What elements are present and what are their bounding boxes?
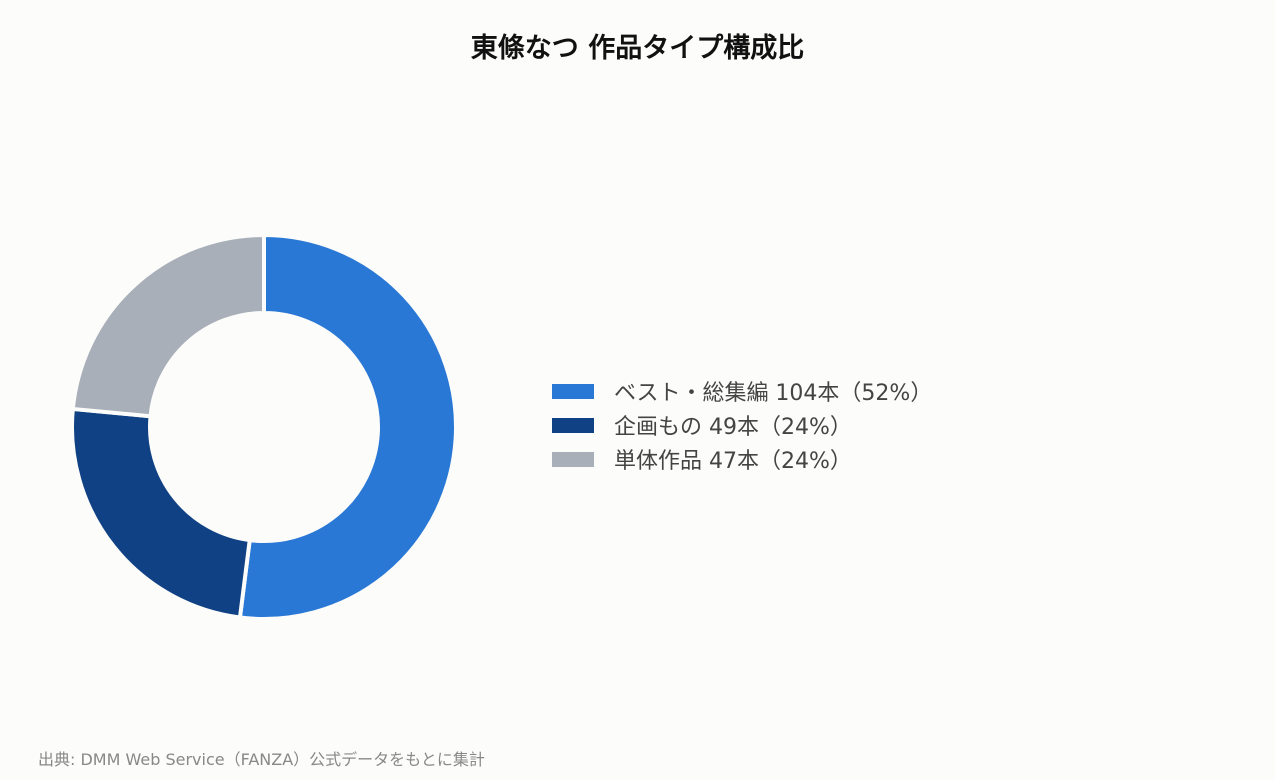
donut-slice-best [237, 232, 458, 621]
donut-slice-kikaku [70, 406, 252, 620]
legend-label-kikaku: 企画もの 49本（24%） [614, 415, 852, 440]
donut-slice-tantai [70, 232, 266, 419]
legend: ベスト・総集編 104本（52%） 企画もの 49本（24%） 単体作品 47本… [552, 374, 932, 476]
legend-item-best: ベスト・総集編 104本（52%） [552, 374, 932, 408]
legend-label-best: ベスト・総集編 104本（52%） [614, 381, 933, 406]
legend-item-kikaku: 企画もの 49本（24%） [552, 408, 932, 442]
source-note: 出典: DMM Web Service（FANZA）公式データをもとに集計 [38, 750, 485, 769]
legend-swatch-kikaku [552, 417, 594, 433]
donut-chart [70, 232, 458, 621]
legend-swatch-best [552, 383, 594, 399]
chart-title: 東條なつ 作品タイプ構成比 [470, 33, 805, 64]
legend-label-tantai: 単体作品 47本（24%） [614, 449, 852, 474]
legend-item-tantai: 単体作品 47本（24%） [552, 442, 932, 476]
legend-swatch-tantai [552, 451, 594, 467]
